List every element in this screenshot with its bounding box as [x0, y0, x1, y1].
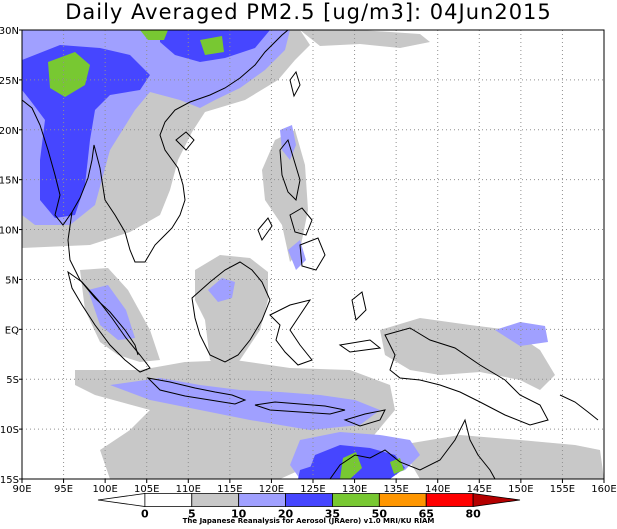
coastline-halmahera — [351, 291, 367, 322]
lon-tick-label: 130E — [342, 484, 367, 495]
credit-text: The Japanese Reanalysis for Aerosol (JRA… — [182, 517, 435, 525]
map-title: Daily Averaged PM2.5 [ug/m3]: 04Jun2015 — [65, 0, 552, 24]
lat-tick-label: 10S — [0, 425, 19, 436]
coastline-taiwan — [289, 70, 301, 98]
colorbar-segment — [472, 493, 521, 507]
lightblue-region-luzon — [280, 125, 296, 160]
colorbar-segment — [425, 493, 474, 507]
coastline-seram — [338, 339, 382, 353]
colorbar: 0 5 10 20 35 50 65 80 — [97, 493, 521, 521]
lon-tick-label: 100E — [92, 484, 117, 495]
lat-tick-label: EQ — [5, 325, 19, 336]
lightblue-region-sumatra — [88, 285, 135, 340]
lat-tick-label: 5S — [6, 375, 19, 386]
coastline-mainland — [22, 30, 289, 263]
lon-tick-label: 140E — [425, 484, 450, 495]
lon-tick-label: 110E — [176, 484, 201, 495]
colorbar-segment — [191, 493, 240, 507]
lon-tick-label: 120E — [259, 484, 284, 495]
colorbar-segment — [97, 493, 146, 507]
latitude-ticks: 30N 25N 20N 15N 10N 5N EQ 5S 10S 15S — [0, 26, 22, 486]
lon-tick-label: 145E — [467, 484, 492, 495]
coastline-hainan — [175, 131, 195, 151]
coastline-solomon — [559, 394, 599, 421]
gray-region-north-east — [300, 30, 430, 48]
coastline-sumatra — [67, 270, 151, 373]
colorbar-label: 5 — [188, 508, 196, 521]
gray-region-borneo — [195, 255, 268, 372]
coastline-java — [146, 377, 247, 405]
colorbar-label: 20 — [278, 508, 294, 521]
colorbar-segment — [144, 493, 193, 507]
gray-region-philippines — [262, 130, 308, 262]
colorbar-segment — [238, 493, 286, 507]
colorbar-segment — [285, 493, 333, 507]
lon-tick-label: 135E — [383, 484, 408, 495]
coastline-lesser-sunda — [254, 401, 346, 415]
colorbar-label: 65 — [419, 508, 434, 521]
longitude-ticks: 90E 95E 100E 105E 110E 115E 120E 125E 130E 135E 14… — [12, 479, 617, 495]
green-region-china-east — [200, 36, 224, 55]
lon-tick-label: 160E — [591, 484, 616, 495]
colorbar-label: 80 — [465, 508, 481, 521]
colorbar-label: 10 — [231, 508, 247, 521]
coastline-australia — [329, 418, 496, 479]
colorbar-segment — [378, 493, 427, 507]
coastline-malay-peninsula — [67, 211, 139, 356]
lon-tick-label: 155E — [550, 484, 575, 495]
lat-tick-label: 25N — [0, 76, 19, 87]
coastline-timor — [343, 409, 386, 427]
lat-tick-label: 30N — [0, 26, 19, 37]
colorbar-segment — [332, 493, 380, 507]
lightblue-region-newguinea — [495, 322, 548, 346]
lon-tick-label: 90E — [12, 484, 31, 495]
map-gridlines — [22, 30, 604, 479]
lon-tick-label: 125E — [300, 484, 325, 495]
coastline-newguinea — [384, 327, 549, 426]
lon-tick-label: 95E — [54, 484, 73, 495]
coastline-palawan — [257, 217, 273, 242]
colorbar-label: 0 — [141, 508, 149, 521]
gray-region-east-south — [400, 435, 604, 479]
lon-tick-label: 105E — [134, 484, 159, 495]
coastline-mindanao — [299, 237, 326, 271]
lat-tick-label: 10N — [0, 226, 19, 237]
colorbar-label: 35 — [325, 508, 340, 521]
coastlines — [22, 30, 599, 479]
coastline-sulawesi — [269, 299, 313, 366]
green-region-myanmar — [48, 52, 90, 97]
lightblue-region-south — [110, 378, 380, 430]
lat-tick-label: 15S — [0, 475, 19, 486]
coastline-visayas — [289, 207, 313, 236]
coastline-luzon — [279, 138, 301, 202]
green-region-china-west — [140, 30, 168, 40]
blue-region-sulawesi-south — [298, 462, 335, 479]
lat-tick-label: 5N — [5, 275, 19, 286]
colorbar-label: 50 — [372, 508, 388, 521]
lon-tick-label: 150E — [508, 484, 533, 495]
coastline-borneo — [191, 261, 271, 363]
green-region-timor — [340, 452, 362, 479]
lon-tick-label: 115E — [217, 484, 242, 495]
lat-tick-label: 15N — [0, 176, 19, 187]
lightblue-region-borneo — [208, 278, 235, 302]
lat-tick-label: 20N — [0, 126, 19, 137]
